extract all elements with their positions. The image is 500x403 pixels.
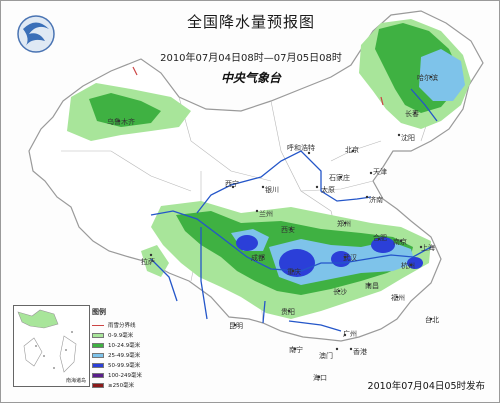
city-label: 上海 (421, 244, 435, 252)
legend-swatch (92, 342, 104, 348)
city-label: 台北 (425, 316, 439, 324)
legend-line-swatch (92, 324, 104, 326)
legend-item: ≥250毫米 (92, 380, 152, 390)
legend-swatch (92, 352, 104, 358)
legend-label: 50-99.9毫米 (108, 363, 141, 369)
legend-item: 10-24.9毫米 (92, 340, 152, 350)
city-label: 杭州 (401, 262, 415, 270)
city-label: 拉萨 (141, 258, 155, 266)
legend-label: 25-49.9毫米 (108, 353, 141, 359)
city-label: 北京 (345, 146, 359, 154)
legend-swatch (92, 372, 104, 378)
city-label: 呼和浩特 (287, 144, 315, 152)
legend-label: 10-24.9毫米 (108, 343, 141, 349)
city-label: 西宁 (225, 180, 239, 188)
legend-item: 100-249毫米 (92, 370, 152, 380)
legend-swatch (92, 362, 104, 368)
city-label: 香港 (353, 348, 367, 356)
city-markers (117, 75, 433, 379)
cma-logo-icon (17, 15, 55, 53)
city-label: 成都 (251, 254, 265, 262)
south-china-sea-inset: 南海诸岛 (13, 305, 90, 387)
city-label: 济南 (369, 196, 383, 204)
city-label: 武汉 (343, 254, 357, 262)
legend-label: 100-249毫米 (108, 373, 142, 379)
city-label: 天津 (373, 168, 387, 176)
legend-title: 图例 (92, 308, 106, 316)
map-legend: 图例 雨雪分界线 0-9.9毫米 10-24.9毫米 25-49.9毫米 50-… (92, 307, 152, 390)
issue-time: 2010年07月04日05时发布 (367, 381, 485, 392)
legend-label: ≥250毫米 (108, 383, 135, 389)
rivers (150, 88, 438, 332)
city-label: 重庆 (287, 268, 301, 276)
city-label: 银川 (265, 186, 279, 194)
legend-item: 25-49.9毫米 (92, 350, 152, 360)
city-label: 石家庄 (329, 174, 350, 182)
city-label: 贵阳 (281, 308, 295, 316)
city-label: 福州 (391, 294, 405, 302)
legend-item: 0-9.9毫米 (92, 330, 152, 340)
inset-map (17, 309, 77, 373)
city-label: 南宁 (289, 346, 303, 354)
legend-label: 雨雪分界线 (108, 323, 136, 329)
city-label: 昆明 (229, 322, 243, 330)
city-label: 乌鲁木齐 (107, 118, 135, 126)
city-label: 澳门 (319, 352, 333, 360)
rain-snow-line (132, 66, 384, 106)
city-label: 长春 (405, 110, 419, 118)
city-label: 太原 (321, 186, 335, 194)
city-label: 兰州 (259, 210, 273, 218)
city-label: 西安 (281, 226, 295, 234)
city-label: 长沙 (333, 288, 347, 296)
city-label: 海口 (313, 374, 327, 382)
inset-caption: 南海诸岛 (65, 378, 86, 384)
issuing-agency: 中央气象台 (220, 71, 281, 85)
city-label: 合肥 (373, 234, 387, 242)
map-title: 全国降水量预报图 (186, 13, 315, 31)
forecast-period: 2010年07月04日08时—07月05日08时 (160, 53, 342, 64)
city-label: 南京 (393, 238, 407, 246)
legend-item: 雨雪分界线 (92, 320, 152, 330)
city-label: 郑州 (337, 220, 351, 228)
city-label: 南昌 (365, 282, 379, 290)
legend-swatch (92, 382, 104, 388)
city-label: 哈尔滨 (417, 74, 438, 82)
city-label: 沈阳 (401, 134, 415, 142)
city-label: 广州 (343, 330, 357, 338)
legend-item: 50-99.9毫米 (92, 360, 152, 370)
legend-swatch (92, 332, 104, 338)
legend-label: 0-9.9毫米 (108, 333, 134, 339)
